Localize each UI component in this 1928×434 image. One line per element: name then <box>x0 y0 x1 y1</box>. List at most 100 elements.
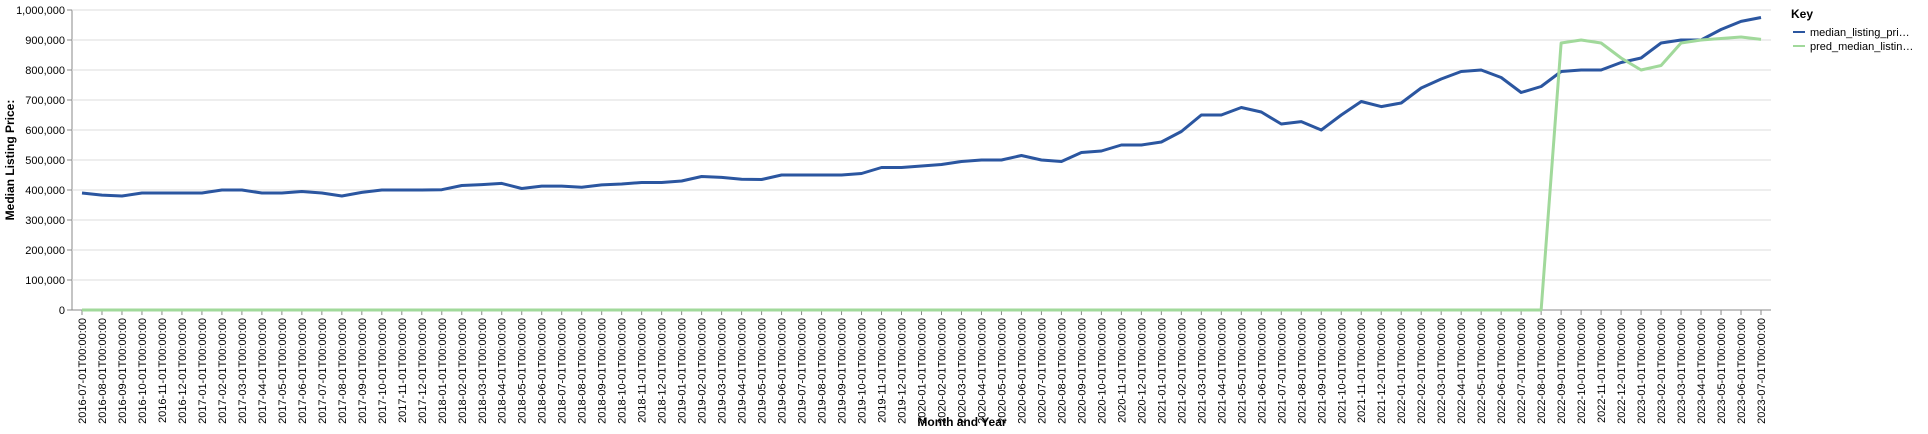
x-tick-label: 2016-09-01T00:00:00 <box>117 318 129 424</box>
x-tick-label: 2019-02-01T00:00:00 <box>697 318 709 424</box>
x-tick-label: 2021-08-01T00:00:00 <box>1296 318 1308 424</box>
x-tick-label: 2022-12-01T00:00:00 <box>1616 318 1628 424</box>
x-tick-label: 2023-03-01T00:00:00 <box>1676 318 1688 424</box>
x-tick-label: 2019-06-01T00:00:00 <box>777 318 789 424</box>
y-tick-label: 0 <box>59 305 65 317</box>
x-tick-label: 2016-07-01T00:00:00 <box>77 318 89 424</box>
x-tick-label: 2021-06-01T00:00:00 <box>1256 318 1268 424</box>
y-tick-label: 800,000 <box>25 65 65 77</box>
x-tick-label: 2017-11-01T00:00:00 <box>397 318 409 423</box>
x-tick-label: 2022-02-01T00:00:00 <box>1416 318 1428 424</box>
y-axis-title: Median Listing Price: <box>3 100 17 221</box>
x-tick-label: 2021-03-01T00:00:00 <box>1196 318 1208 424</box>
x-tick-label: 2023-01-01T00:00:00 <box>1636 318 1648 424</box>
x-tick-label: 2019-03-01T00:00:00 <box>717 318 729 424</box>
y-tick-label: 1,000,000 <box>16 5 65 17</box>
x-tick-label: 2019-12-01T00:00:00 <box>897 318 909 424</box>
x-tick-label: 2018-02-01T00:00:00 <box>457 318 469 424</box>
x-tick-label: 2020-12-01T00:00:00 <box>1136 318 1148 424</box>
y-tick-label: 300,000 <box>25 215 65 227</box>
x-tick-label: 2023-02-01T00:00:00 <box>1656 318 1668 424</box>
x-tick-label: 2019-07-01T00:00:00 <box>797 318 809 424</box>
x-tick-label: 2019-08-01T00:00:00 <box>817 318 829 424</box>
x-tick-label: 2018-08-01T00:00:00 <box>577 318 589 424</box>
x-tick-label: 2018-07-01T00:00:00 <box>557 318 569 424</box>
x-tick-label: 2017-02-01T00:00:00 <box>217 318 229 424</box>
x-tick-label: 2020-05-01T00:00:00 <box>996 318 1008 424</box>
x-tick-label: 2016-10-01T00:00:00 <box>137 318 149 424</box>
x-tick-label: 2017-07-01T00:00:00 <box>317 318 329 424</box>
x-tick-label: 2022-06-01T00:00:00 <box>1496 318 1508 424</box>
x-tick-label: 2019-09-01T00:00:00 <box>837 318 849 424</box>
x-tick-label: 2017-05-01T00:00:00 <box>277 318 289 424</box>
x-tick-label: 2018-11-01T00:00:00 <box>637 318 649 423</box>
x-tick-label: 2021-09-01T00:00:00 <box>1316 318 1328 424</box>
x-tick-label: 2023-05-01T00:00:00 <box>1716 318 1728 424</box>
x-tick-label: 2022-04-01T00:00:00 <box>1456 318 1468 424</box>
x-tick-label: 2018-03-01T00:00:00 <box>477 318 489 424</box>
x-tick-label: 2023-04-01T00:00:00 <box>1696 318 1708 424</box>
x-tick-label: 2018-12-01T00:00:00 <box>657 318 669 424</box>
x-tick-label: 2023-07-01T00:00:00 <box>1756 318 1768 424</box>
x-tick-label: 2020-08-01T00:00:00 <box>1056 318 1068 424</box>
x-tick-label: 2021-12-01T00:00:00 <box>1376 318 1388 424</box>
x-tick-label: 2023-06-01T00:00:00 <box>1736 318 1748 424</box>
x-tick-label: 2019-11-01T00:00:00 <box>877 318 889 423</box>
y-tick-label: 900,000 <box>25 35 65 47</box>
y-tick-label: 500,000 <box>25 155 65 167</box>
x-tick-label: 2018-04-01T00:00:00 <box>497 318 509 424</box>
x-tick-label: 2022-09-01T00:00:00 <box>1556 318 1568 424</box>
x-tick-label: 2017-03-01T00:00:00 <box>237 318 249 424</box>
y-tick-label: 600,000 <box>25 125 65 137</box>
x-tick-label: 2020-03-01T00:00:00 <box>956 318 968 424</box>
series-line <box>81 16 1762 198</box>
legend-title: Key <box>1791 7 1813 21</box>
x-tick-label: 2016-08-01T00:00:00 <box>97 318 109 424</box>
legend-label: pred_median_listin… <box>1810 41 1913 53</box>
x-axis-title: Month and Year <box>917 415 1006 429</box>
x-tick-label: 2016-11-01T00:00:00 <box>157 318 169 423</box>
y-tick-label: 700,000 <box>25 95 65 107</box>
x-tick-label: 2016-12-01T00:00:00 <box>177 318 189 424</box>
x-tick-label: 2018-01-01T00:00:00 <box>437 318 449 424</box>
legend-label: median_listing_pri… <box>1810 27 1910 39</box>
x-tick-label: 2022-10-01T00:00:00 <box>1576 318 1588 424</box>
x-tick-label: 2020-04-01T00:00:00 <box>976 318 988 424</box>
x-tick-label: 2021-07-01T00:00:00 <box>1276 318 1288 424</box>
x-tick-label: 2017-01-01T00:00:00 <box>197 318 209 424</box>
x-tick-label: 2022-11-01T00:00:00 <box>1596 318 1608 423</box>
x-tick-label: 2019-04-01T00:00:00 <box>737 318 749 424</box>
series-line <box>81 35 1762 312</box>
x-tick-label: 2022-01-01T00:00:00 <box>1396 318 1408 424</box>
x-tick-label: 2018-10-01T00:00:00 <box>617 318 629 424</box>
x-tick-label: 2020-01-01T00:00:00 <box>917 318 929 424</box>
x-tick-label: 2018-09-01T00:00:00 <box>597 318 609 424</box>
x-tick-label: 2019-10-01T00:00:00 <box>857 318 869 424</box>
x-tick-label: 2017-08-01T00:00:00 <box>337 318 349 424</box>
x-tick-label: 2020-09-01T00:00:00 <box>1076 318 1088 424</box>
x-tick-label: 2017-06-01T00:00:00 <box>297 318 309 424</box>
x-tick-label: 2018-05-01T00:00:00 <box>517 318 529 424</box>
x-tick-label: 2020-02-01T00:00:00 <box>936 318 948 424</box>
x-tick-label: 2020-11-01T00:00:00 <box>1116 318 1128 423</box>
x-tick-label: 2018-06-01T00:00:00 <box>537 318 549 424</box>
x-tick-label: 2021-02-01T00:00:00 <box>1176 318 1188 424</box>
x-tick-label: 2022-08-01T00:00:00 <box>1536 318 1548 424</box>
x-tick-label: 2020-06-01T00:00:00 <box>1016 318 1028 424</box>
x-tick-label: 2021-11-01T00:00:00 <box>1356 318 1368 423</box>
y-tick-label: 200,000 <box>25 245 65 257</box>
x-tick-label: 2020-10-01T00:00:00 <box>1096 318 1108 424</box>
x-tick-label: 2019-01-01T00:00:00 <box>677 318 689 424</box>
x-tick-label: 2017-09-01T00:00:00 <box>357 318 369 424</box>
x-tick-label: 2019-05-01T00:00:00 <box>757 318 769 424</box>
x-tick-label: 2017-12-01T00:00:00 <box>417 318 429 424</box>
y-tick-label: 400,000 <box>25 185 65 197</box>
x-tick-label: 2017-04-01T00:00:00 <box>257 318 269 424</box>
x-tick-label: 2022-03-01T00:00:00 <box>1436 318 1448 424</box>
x-tick-label: 2021-05-01T00:00:00 <box>1236 318 1248 424</box>
x-tick-label: 2017-10-01T00:00:00 <box>377 318 389 424</box>
x-tick-label: 2020-07-01T00:00:00 <box>1036 318 1048 424</box>
x-tick-label: 2022-05-01T00:00:00 <box>1476 318 1488 424</box>
